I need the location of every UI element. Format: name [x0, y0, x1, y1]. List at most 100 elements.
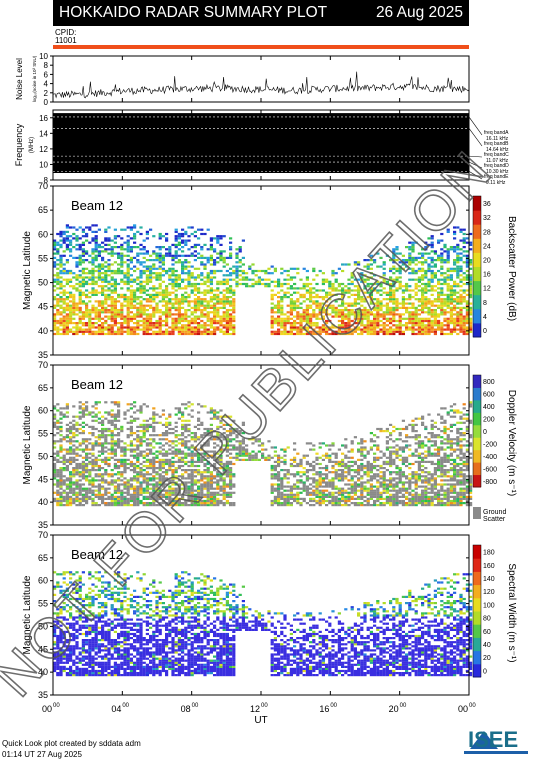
scatter-cell [69, 239, 73, 242]
scatter-cell [296, 330, 300, 333]
scatter-cell [229, 272, 233, 275]
scatter-cell [184, 427, 188, 431]
scatter-cell [469, 282, 473, 286]
scatter-cell [88, 276, 92, 279]
scatter-cell [88, 311, 92, 314]
scatter-cell [69, 477, 73, 480]
scatter-cell [94, 269, 98, 273]
scatter-cell [462, 296, 466, 299]
scatter-cell [190, 328, 194, 331]
noise-ytick-label: 8 [44, 61, 49, 70]
scatter-cell [78, 302, 82, 305]
scatter-cell [158, 317, 162, 320]
scatter-cell [174, 454, 178, 457]
scatter-cell [158, 278, 162, 281]
scatter-cell [120, 460, 124, 463]
scatter-cell [149, 504, 153, 507]
scatter-cell [110, 434, 114, 437]
scatter-cell [174, 497, 178, 500]
scatter-cell [149, 272, 153, 275]
scatter-cell [177, 259, 181, 262]
scatter-cell [309, 319, 313, 323]
scatter-cell [232, 473, 236, 476]
scatter-cell [56, 272, 60, 275]
scatter-cell [283, 332, 287, 336]
scatter-cell [392, 298, 396, 301]
scatter-cell [369, 311, 373, 314]
scatter-cell [209, 430, 213, 433]
scatter-cell [129, 454, 133, 457]
scatter-cell [133, 278, 137, 281]
scatter-cell [225, 332, 229, 336]
scatter-cell [139, 282, 143, 286]
scatter-cell [177, 330, 181, 333]
scatter-cell [414, 317, 418, 320]
scatter-cell [152, 497, 156, 500]
scatter-cell [120, 302, 124, 305]
scatter-cell [145, 265, 149, 268]
scatter-cell [366, 296, 370, 299]
scatter-cell [385, 306, 389, 309]
scatter-cell [456, 254, 460, 257]
scatter-cell [75, 427, 79, 431]
scatter-cell [369, 254, 373, 257]
scatter-cell [104, 440, 108, 443]
scatter-cell [229, 483, 233, 486]
scatter-cell [158, 481, 162, 484]
scatter-cell [129, 434, 133, 437]
scatter-cell [113, 450, 117, 453]
scatter-cell [203, 280, 207, 283]
scatter-cell [81, 317, 85, 320]
scatter-cell [395, 278, 399, 281]
scatter-cell [449, 293, 453, 296]
scatter-cell [203, 481, 207, 484]
scatter-cell [417, 324, 421, 327]
scatter-cell [219, 467, 223, 470]
scatter-cell [216, 269, 220, 273]
scatter-cell [430, 300, 434, 303]
scatter-cell [353, 313, 357, 316]
scatter-cell [65, 434, 69, 437]
scatter-cell [171, 306, 175, 309]
scatter-cell [203, 304, 207, 307]
scatter-cell [184, 291, 188, 294]
scatter-cell [117, 401, 121, 404]
scatter-cell [145, 259, 149, 262]
scatter-cell [446, 289, 450, 292]
scatter-cell [107, 265, 111, 268]
scatter-cell [421, 276, 425, 279]
scatter-cell [117, 322, 121, 325]
scatter-cell [203, 276, 207, 279]
scatter-cell [219, 454, 223, 457]
scatter-cell [120, 430, 124, 433]
scatter-cell [75, 446, 79, 449]
scatter-cell [229, 456, 233, 459]
scatter-cell [424, 285, 428, 288]
scatter-cell [56, 440, 60, 443]
scatter-cell [184, 315, 188, 318]
scatter-cell [462, 324, 466, 327]
scatter-cell [158, 504, 162, 507]
scatter-cell [193, 438, 197, 441]
scatter-cell [139, 306, 143, 309]
scatter-cell [366, 291, 370, 294]
scatter-cell [465, 282, 469, 286]
scatter-cell [129, 403, 133, 406]
scatter-cell [369, 259, 373, 262]
scatter-cell [197, 419, 201, 422]
scatter-cell [305, 269, 309, 273]
scatter-cell [69, 481, 73, 484]
scatter-cell [392, 293, 396, 296]
scatter-cell [408, 289, 412, 292]
scatter-cell [97, 326, 101, 329]
scatter-cell [81, 497, 85, 500]
scatter-cell [213, 261, 217, 264]
scatter-cell [75, 306, 79, 309]
scatter-cell [104, 272, 108, 275]
scatter-cell [139, 324, 143, 327]
scatter-cell [145, 232, 149, 236]
scatter-cell [158, 332, 162, 336]
scatter-cell [113, 462, 117, 466]
scatter-cell [273, 267, 277, 270]
scatter-cell [453, 259, 457, 262]
